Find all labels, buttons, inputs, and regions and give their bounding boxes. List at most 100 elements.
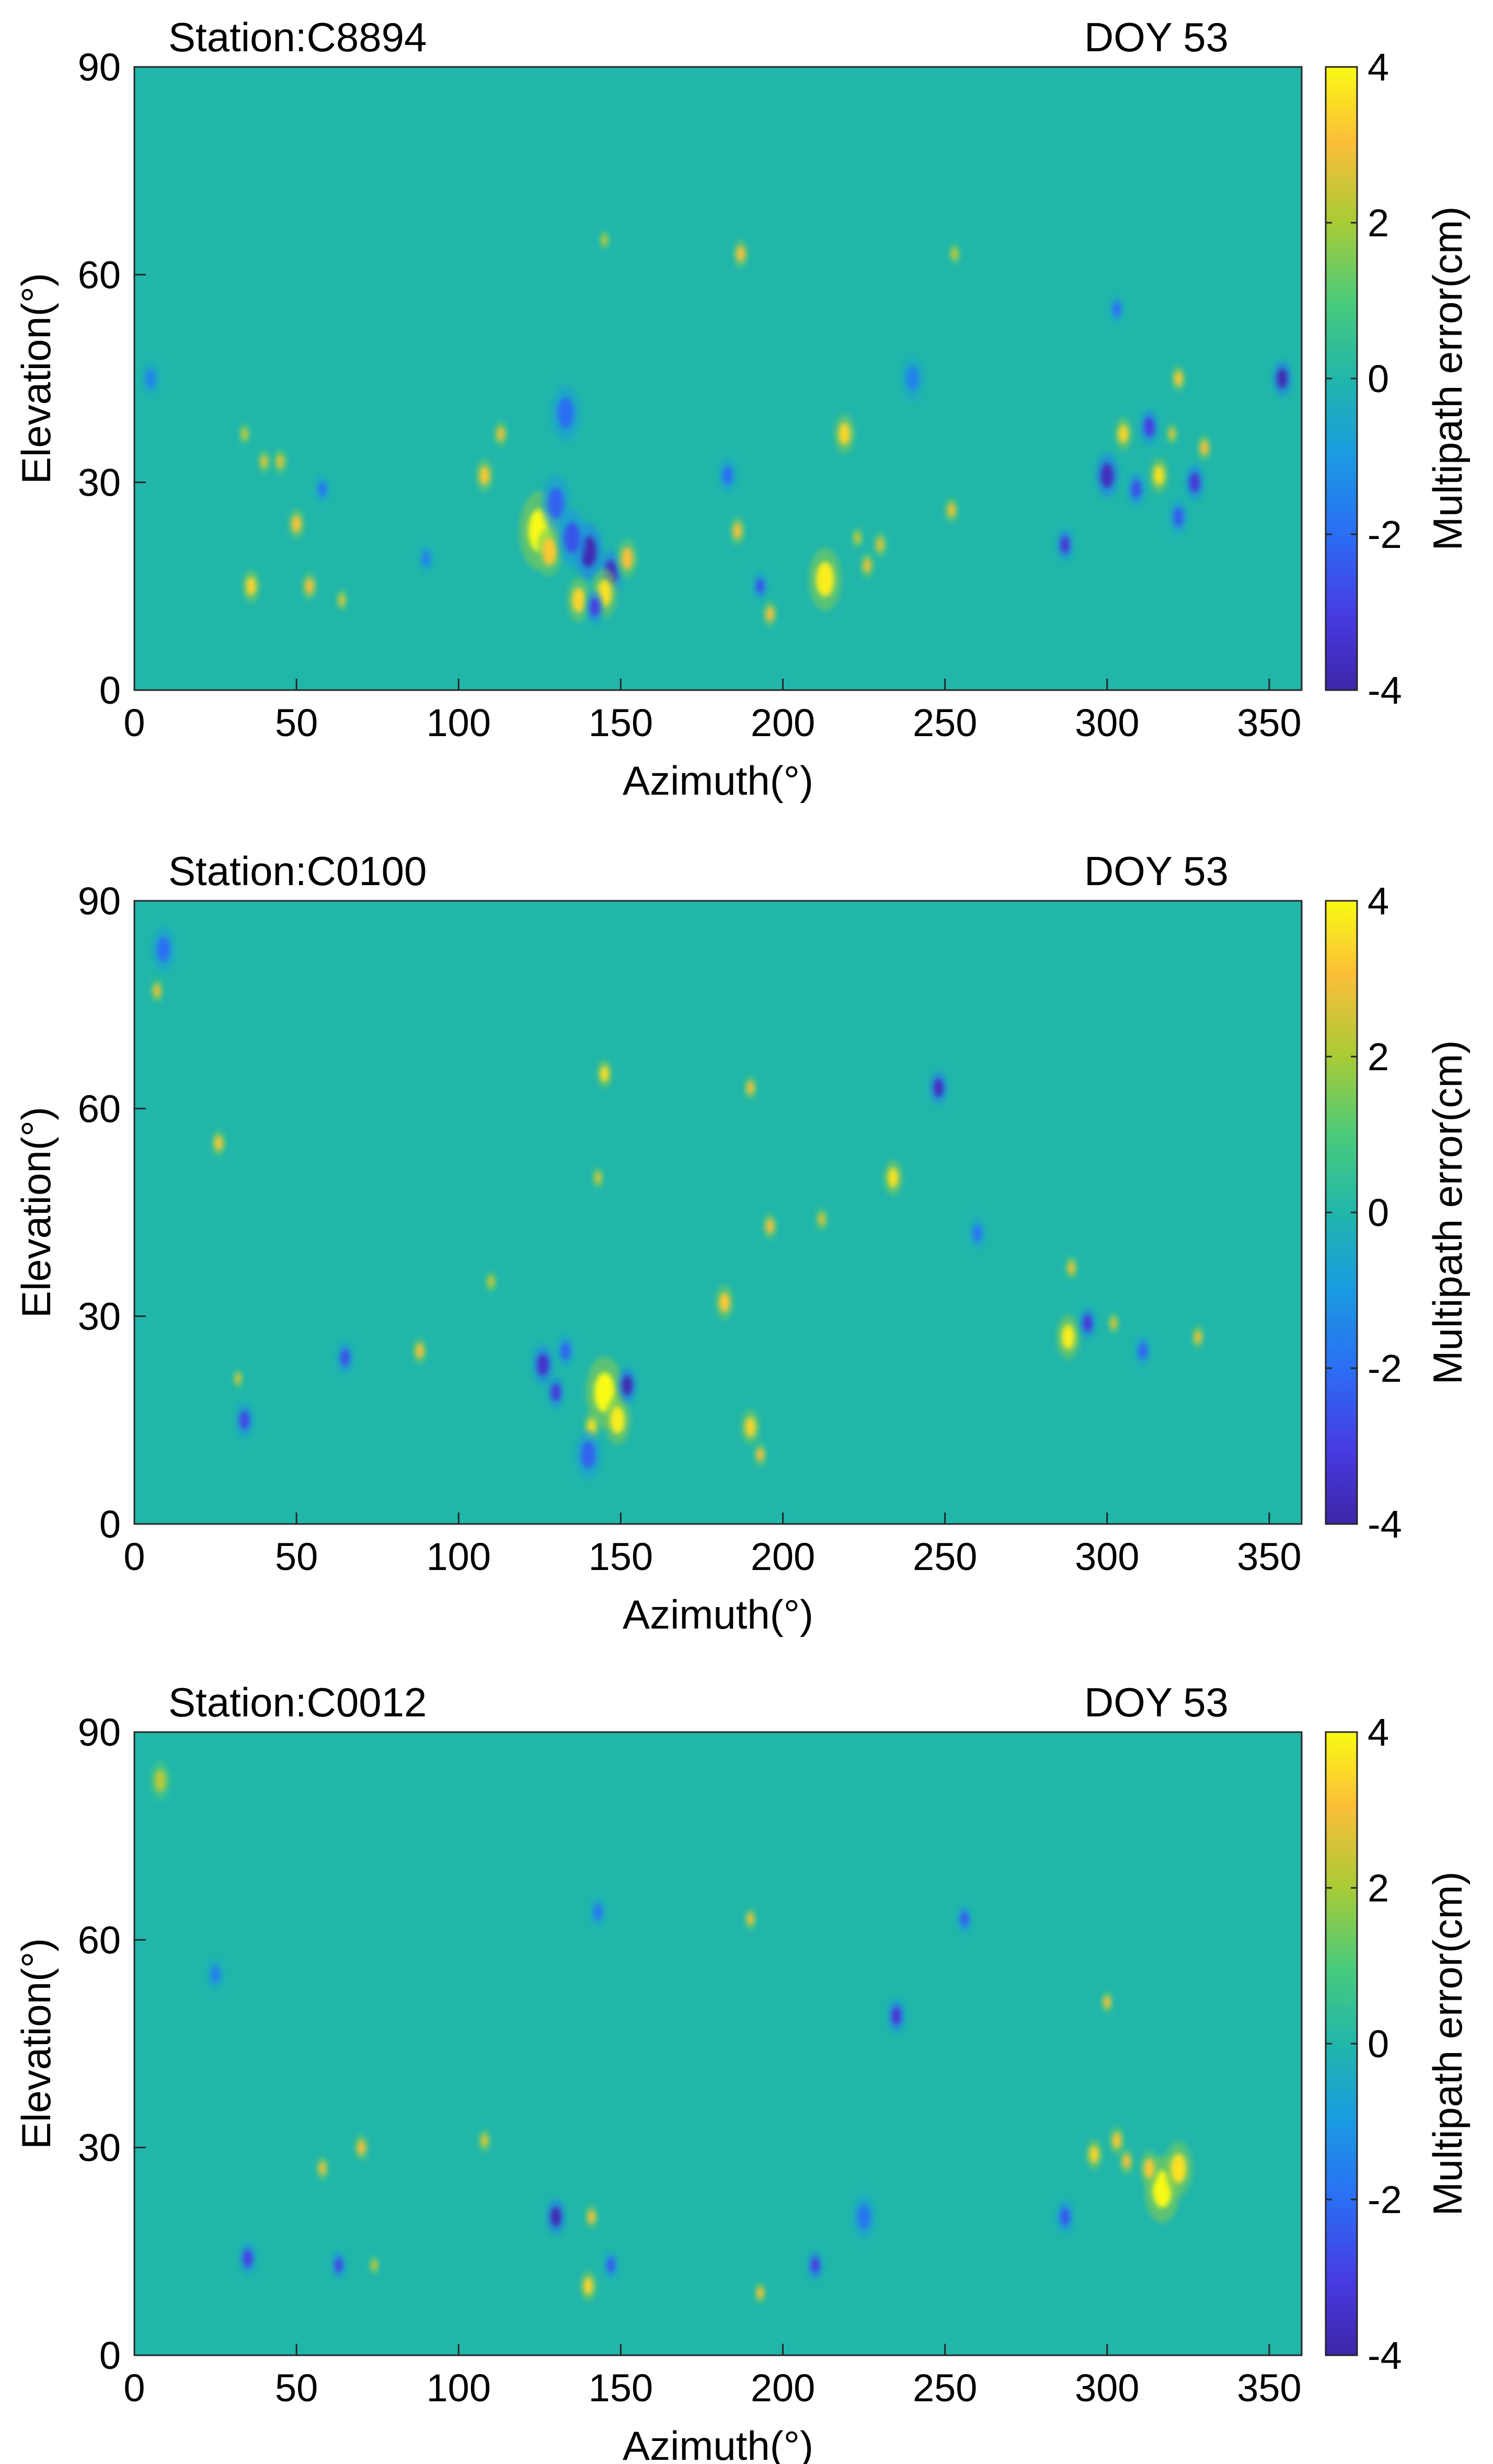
heatmap-blob [1189,472,1200,492]
heatmap-blob [557,397,574,429]
heatmap-blob [891,2007,901,2025]
heatmap-blob [235,1373,242,1384]
heatmap-blob [933,1078,944,1097]
y-tick-label: 0 [99,2334,121,2377]
heatmap-blob [816,561,834,597]
heatmap-blob [1139,1343,1147,1359]
heatmap-blob [888,1167,899,1188]
heatmap-blob [818,1212,825,1227]
x-tick-label: 50 [275,2366,318,2410]
heatmap-cells [142,230,1292,628]
doy-title: DOY 53 [1084,14,1228,60]
heatmap-blob [622,1376,633,1396]
x-tick-label: 0 [123,1535,145,1578]
heatmap-blob [601,234,607,246]
heatmap-blob [600,1065,609,1082]
station-title: Station:C8894 [168,14,427,60]
y-axis-label: Elevation(°) [13,273,59,484]
colorbar-tick-label: 0 [1368,2022,1389,2066]
heatmap-blob [583,2277,593,2295]
heatmap-background [134,1732,1302,2355]
x-tick-label: 150 [589,1535,653,1578]
x-tick-label: 200 [751,1535,815,1578]
heatmap-blob [722,466,733,485]
colorbar-tick-label: -4 [1368,2334,1402,2377]
colorbar-tick-label: 0 [1368,1191,1389,1234]
y-tick-label: 90 [78,1711,121,1754]
heatmap-blob [906,366,920,391]
x-tick-label: 0 [123,701,145,744]
colorbar-tick-label: -2 [1368,1347,1402,1390]
heatmap-blob [1131,480,1141,499]
heatmap-blob [1118,425,1129,443]
heatmap-blob [340,1349,350,1367]
heatmap-blob [1154,465,1165,486]
x-tick-label: 250 [913,2366,977,2410]
heatmap-blob [594,1171,602,1184]
heatmap-blob [610,1406,625,1434]
heatmap-blob [1168,428,1176,440]
heatmap-blob [1089,2146,1099,2163]
x-tick-label: 200 [751,701,815,744]
panel-1: 0 50 100 150 200 250 300 350 0 30 60 90 Station:C889… [13,14,1471,804]
heatmap-blob [542,537,557,566]
colorbar-tick-label: 4 [1368,1711,1389,1754]
x-tick-label: 150 [589,701,653,744]
panel-3: 0 50 100 150 200 250 300 350 0 30 60 90 Station:C001… [13,1679,1471,2464]
x-tick-label: 300 [1075,1535,1139,1578]
x-axis-label: Azimuth(°) [623,758,813,804]
heatmap-cells [151,926,1204,1480]
heatmap-blob [756,579,764,594]
heatmap-blob [1277,368,1288,389]
x-tick-label: 50 [275,1535,318,1578]
colorbar-tick-label: 4 [1368,45,1389,89]
heatmap-blob [1083,1314,1093,1332]
heatmap-blob [1061,1324,1075,1350]
heatmap-blob [416,1343,424,1359]
x-tick-label: 350 [1237,1535,1301,1578]
heatmap-blob [260,454,268,469]
heatmap-blob [479,466,490,485]
heatmap-blob [243,2249,252,2267]
heatmap-blob [1067,1260,1075,1275]
heatmap-blob [876,537,885,553]
y-tick-label: 0 [99,669,121,712]
heatmap-blob [335,2257,343,2273]
heatmap-blob [590,598,600,616]
heatmap-blob [550,2207,561,2227]
heatmap-blob [746,1081,754,1095]
x-axis-label: Azimuth(°) [623,2423,813,2464]
heatmap-blob [863,558,871,573]
y-tick-label: 30 [78,461,121,505]
heatmap-blob [1112,2132,1121,2149]
heatmap-blob [145,369,156,388]
colorbar-tick-label: 2 [1368,1035,1389,1079]
colorbar-tick-label: -2 [1368,2178,1402,2221]
heatmap-blob [1100,463,1114,488]
heatmap-blob [338,593,346,606]
y-tick-label: 60 [78,1918,121,1962]
plot-frame [133,900,1303,1525]
panel-2: 0 50 100 150 200 250 300 350 0 30 60 90 Station:C010… [13,848,1471,1637]
x-tick-label: 300 [1075,701,1139,744]
heatmap-blob [154,1769,166,1792]
heatmap-blob [305,578,314,594]
heatmap-blob [621,547,633,570]
x-tick-label: 0 [123,2366,145,2410]
heatmap-blob [1194,1330,1202,1344]
heatmap-blob [581,1441,596,1469]
x-tick-label: 100 [427,2366,491,2410]
heatmap-blob [766,1219,774,1234]
colorbar-tick-label: -4 [1368,1503,1402,1546]
x-tick-label: 150 [589,2366,653,2410]
heatmap-blob [422,551,430,566]
heatmap-blob [1170,2153,1187,2184]
x-axis-label: Azimuth(°) [623,1591,813,1637]
heatmap-blob [960,1911,969,1927]
y-tick-label: 60 [78,253,121,296]
heatmap-blob [572,587,585,613]
heatmap-blob [211,1965,220,1984]
heatmap-blob [719,1292,730,1313]
x-tick-label: 350 [1237,701,1301,744]
x-tick-label: 200 [751,2366,815,2410]
